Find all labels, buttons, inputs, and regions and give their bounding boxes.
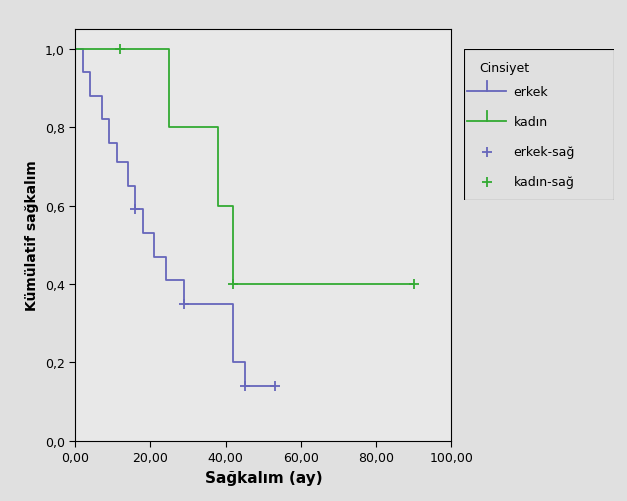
Text: erkek-sağ: erkek-sağ <box>514 146 575 159</box>
X-axis label: Sağkalım (ay): Sağkalım (ay) <box>204 470 322 485</box>
Text: kadın: kadın <box>514 116 548 129</box>
Y-axis label: Kümülatif sağkalım: Kümülatif sağkalım <box>25 160 40 311</box>
Text: erkek: erkek <box>514 86 548 99</box>
Text: Cinsiyet: Cinsiyet <box>479 62 529 75</box>
Text: kadın-sağ: kadın-sağ <box>514 176 574 189</box>
